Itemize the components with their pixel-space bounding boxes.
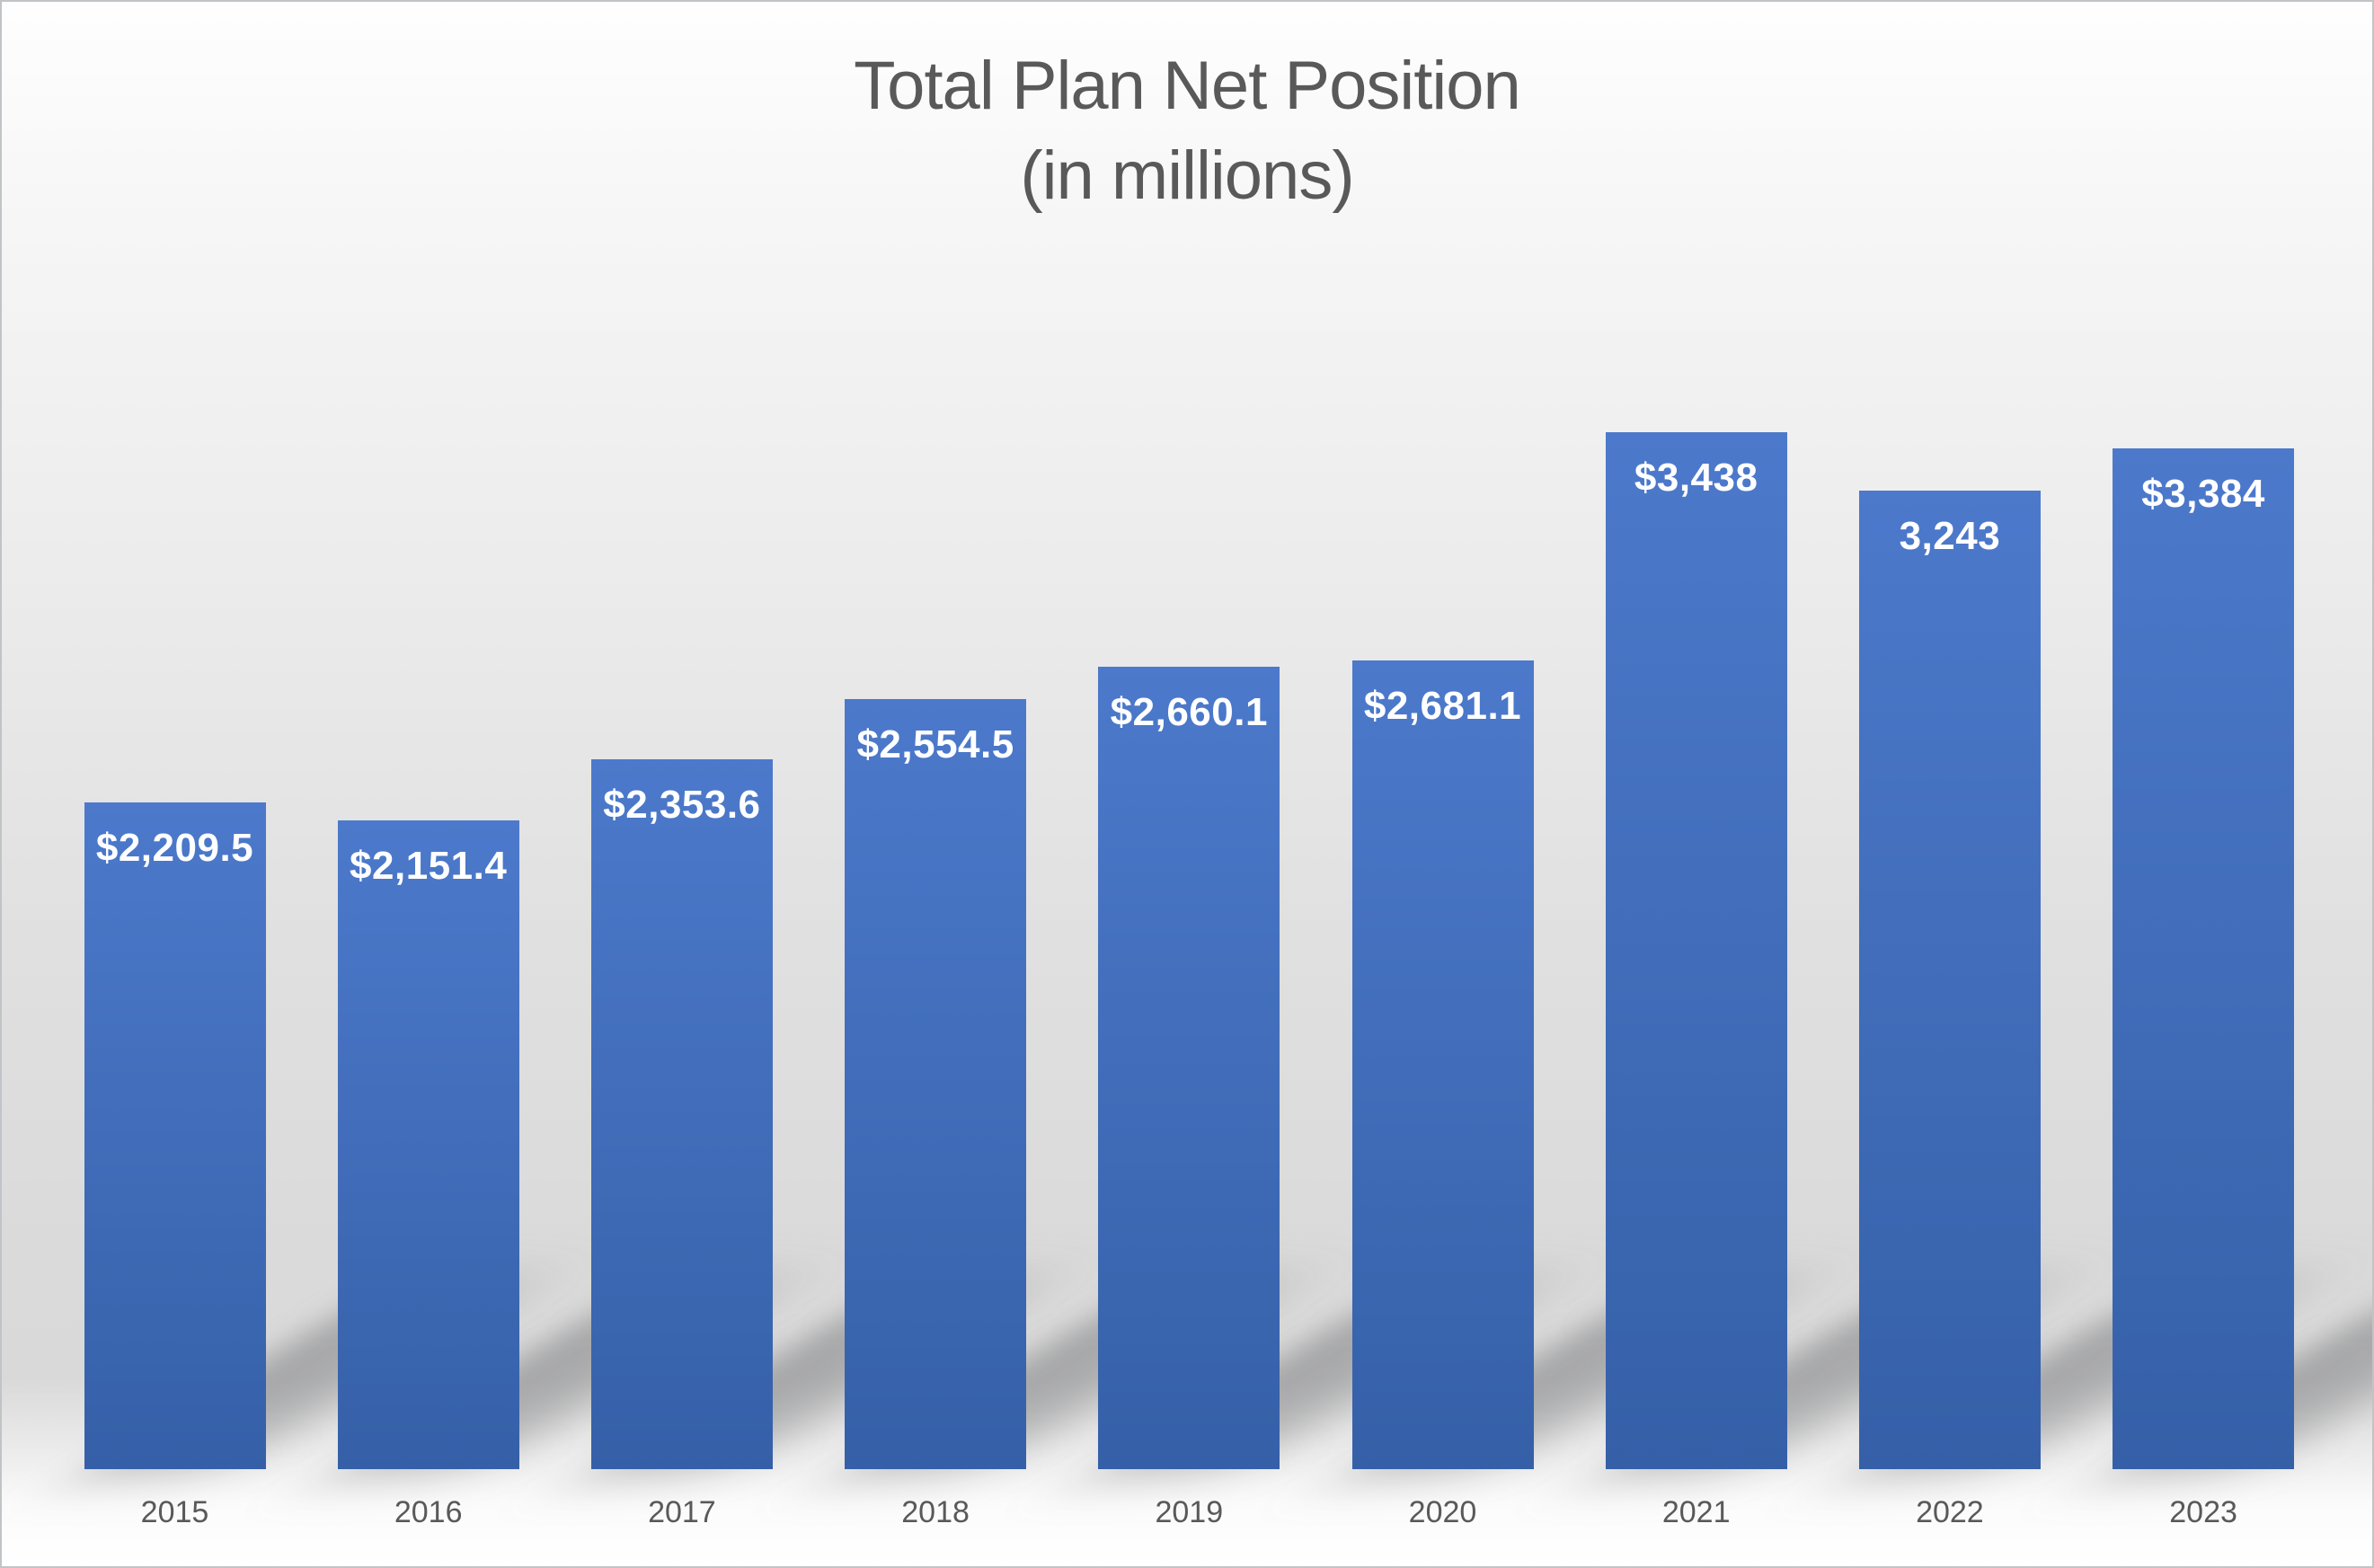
bar: $2,209.5 (84, 802, 266, 1469)
bar-value-label: $2,209.5 (95, 826, 254, 870)
bar-value-label: 3,243 (1899, 514, 2001, 558)
bar: $2,554.5 (845, 699, 1027, 1469)
chart-title: Total Plan Net Position (in millions) (2, 41, 2372, 221)
bar-value-label: $2,681.1 (1363, 684, 1522, 728)
x-axis-category-label: 2017 (648, 1495, 716, 1529)
bar-value-label: $2,151.4 (350, 844, 508, 888)
x-axis-category-label: 2019 (1155, 1495, 1224, 1529)
bar: $3,438 (1605, 432, 1787, 1469)
bar-value-label: $2,353.6 (603, 783, 761, 827)
bar: $2,660.1 (1098, 667, 1280, 1469)
x-axis-category-label: 2020 (1408, 1495, 1477, 1529)
bar: $2,151.4 (337, 820, 519, 1469)
bar-value-label: $3,438 (1634, 456, 1758, 500)
chart-title-line-1: Total Plan Net Position (854, 48, 1521, 124)
bar-value-label: $2,554.5 (856, 722, 1014, 766)
chart-title-line-2: (in millions) (1020, 137, 1354, 214)
bar: 3,243 (1858, 491, 2041, 1469)
x-axis-category-label: 2016 (394, 1495, 463, 1529)
x-axis-category-label: 2023 (2169, 1495, 2237, 1529)
x-axis-category-label: 2021 (1661, 1495, 1731, 1529)
bar-value-label: $3,384 (2141, 472, 2265, 516)
bar: $2,681.1 (1351, 660, 1534, 1469)
x-axis-category-label: 2022 (1916, 1495, 1984, 1529)
bar: $3,384 (2113, 448, 2295, 1469)
x-axis-category-label: 2018 (901, 1495, 970, 1529)
x-axis-category-label: 2015 (140, 1495, 209, 1529)
bar: $2,353.6 (590, 759, 773, 1469)
bar-value-label: $2,660.1 (1110, 690, 1268, 734)
